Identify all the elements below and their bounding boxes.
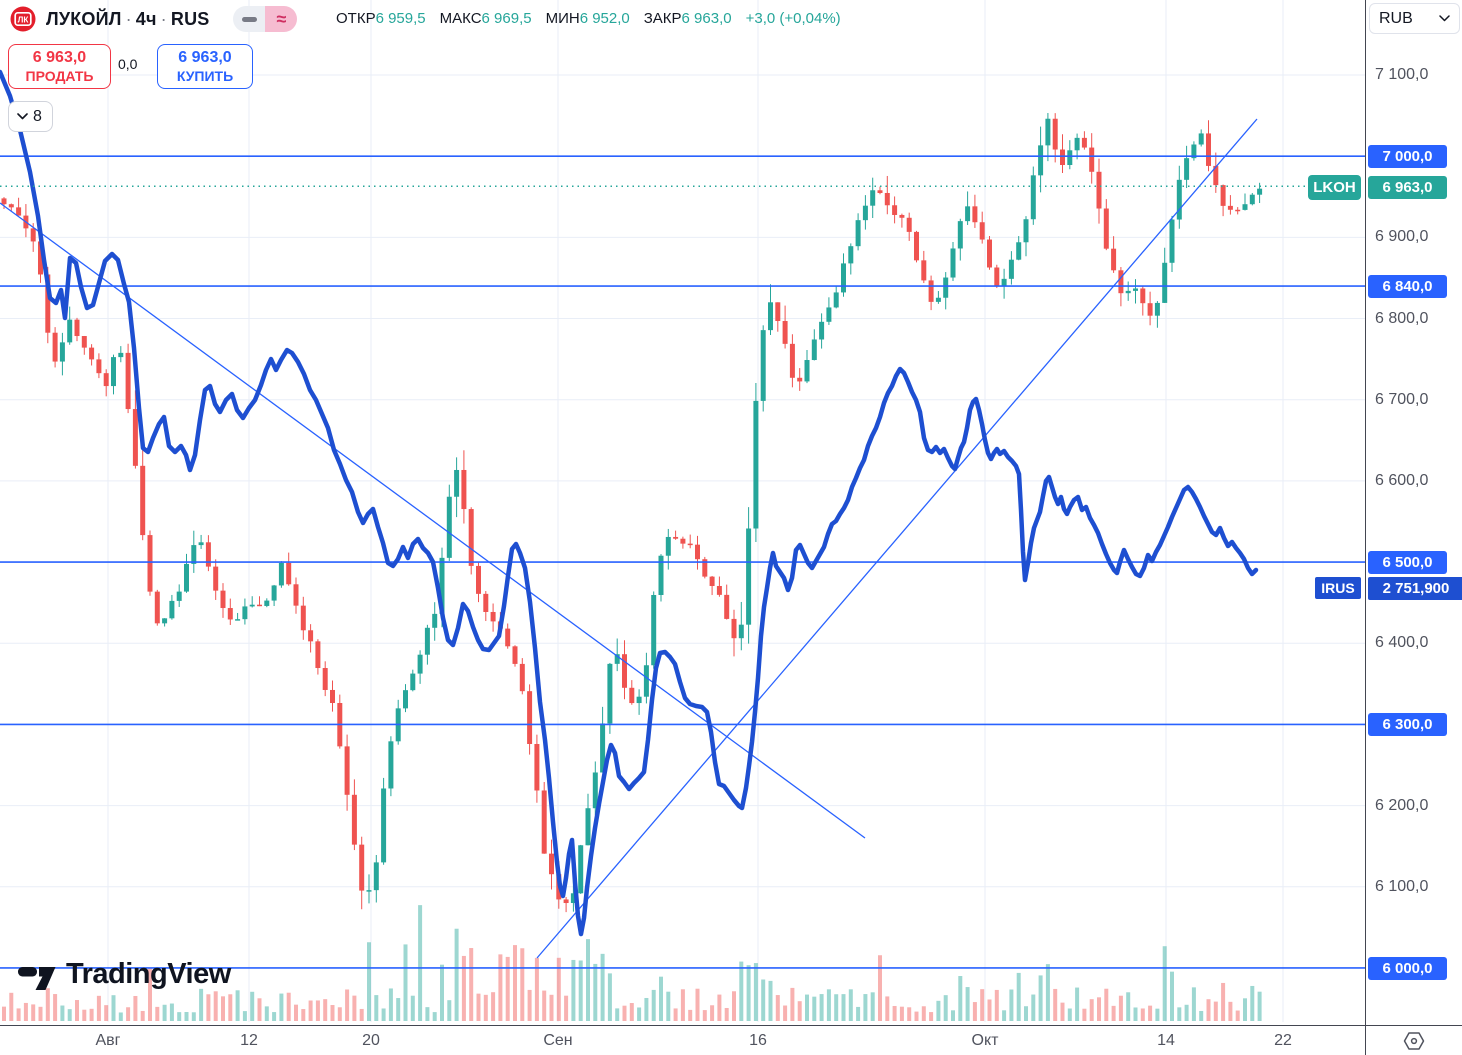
irus-value-badge: 2 751,900 <box>1368 576 1462 600</box>
candlestick-chart[interactable] <box>0 0 1365 1025</box>
buy-button[interactable]: 6 963,0 КУПИТЬ <box>157 44 253 89</box>
price-tick: 6 400,0 <box>1375 634 1429 651</box>
low-label: МИН <box>545 10 580 27</box>
sell-price: 6 963,0 <box>32 48 87 66</box>
time-label: Авг <box>95 1032 121 1049</box>
price-tick: 6 600,0 <box>1375 472 1429 489</box>
level-price-badge: 6 500,0 <box>1368 550 1447 574</box>
indicator-count-chip[interactable]: 8 <box>8 101 53 132</box>
time-label: 16 <box>749 1032 767 1049</box>
ohlc-strip: ОТКР 6 959,5 МАКС 6 969,5 МИН 6 952,0 ЗАКР 6… <box>336 10 841 27</box>
spread-value: 0,0 <box>118 56 138 72</box>
high-value: 6 969,5 <box>481 10 532 27</box>
price-tick: 7 100,0 <box>1375 66 1429 83</box>
indicator-count: 8 <box>33 107 42 125</box>
tradingview-mark-icon <box>18 966 56 990</box>
tradingview-wordmark: TradingView <box>66 958 231 990</box>
low-value: 6 952,0 <box>579 10 630 27</box>
close-label: ЗАКР <box>643 10 682 27</box>
symbol-header: ЛК ЛУКОЙЛ · 4ч · RUS ≈ <box>10 6 298 32</box>
currency-selector[interactable]: RUB <box>1369 3 1460 34</box>
time-label: 20 <box>362 1032 380 1049</box>
tradingview-logo[interactable]: TradingView <box>18 958 231 991</box>
level-price-badge: 6 000,0 <box>1368 956 1447 980</box>
time-label: 12 <box>240 1032 258 1049</box>
change-value: +3,0 (+0,04%) <box>745 10 841 27</box>
open-label: ОТКР <box>336 10 376 27</box>
price-tick: 6 900,0 <box>1375 228 1429 245</box>
price-tick: 6 100,0 <box>1375 878 1429 895</box>
time-label: 22 <box>1274 1032 1292 1049</box>
level-price-badge: 7 000,0 <box>1368 144 1447 168</box>
time-label: Окт <box>971 1032 999 1049</box>
absolute-mode-icon[interactable] <box>233 6 266 32</box>
currency-label: RUB <box>1379 9 1413 27</box>
close-value: 6 963,0 <box>681 10 732 27</box>
timezone-settings-button[interactable] <box>1399 1029 1429 1053</box>
hexagon-dot-icon <box>1403 1032 1425 1050</box>
percent-approx-mode-icon[interactable]: ≈ <box>265 6 298 32</box>
level-price-badge: 6 840,0 <box>1368 274 1447 298</box>
sell-label: ПРОДАТЬ <box>25 67 94 84</box>
sell-button[interactable]: 6 963,0 ПРОДАТЬ <box>8 44 111 89</box>
buy-label: КУПИТЬ <box>176 67 234 84</box>
price-tick: 6 700,0 <box>1375 391 1429 408</box>
compare-mode-toggle[interactable]: ≈ <box>233 6 298 32</box>
chevron-down-icon <box>1439 15 1450 22</box>
price-axis[interactable]: RUB 7 100,0 7 000,0 6 963,0 6 900,0 6 840,0 6… <box>1365 0 1462 1025</box>
high-label: МАКС <box>439 10 482 27</box>
price-tick: 6 800,0 <box>1375 310 1429 327</box>
price-tick: 6 200,0 <box>1375 797 1429 814</box>
buy-price: 6 963,0 <box>178 48 232 66</box>
chevron-down-icon <box>17 113 28 120</box>
svg-text:ЛК: ЛК <box>18 15 30 24</box>
lukoil-logo-icon: ЛК <box>10 6 36 32</box>
time-label: Сен <box>543 1032 573 1049</box>
open-value: 6 959,5 <box>375 10 426 27</box>
time-axis[interactable]: Авг 12 20 Сен 16 Окт 14 22 <box>0 1025 1462 1055</box>
irus-price-flag: IRUS <box>1315 577 1361 599</box>
current-price-badge: 6 963,0 <box>1368 175 1447 199</box>
lkoh-price-flag: LKOH <box>1308 175 1361 200</box>
level-price-badge: 6 300,0 <box>1368 712 1447 736</box>
time-label: 14 <box>1157 1032 1175 1049</box>
chart-pane[interactable]: ЛК ЛУКОЙЛ · 4ч · RUS ≈ ОТКР 6 959,5 МАКС 6 969… <box>0 0 1365 1025</box>
axis-corner-separator <box>1365 1026 1366 1055</box>
symbol-title[interactable]: ЛУКОЙЛ · 4ч · RUS <box>46 8 210 29</box>
